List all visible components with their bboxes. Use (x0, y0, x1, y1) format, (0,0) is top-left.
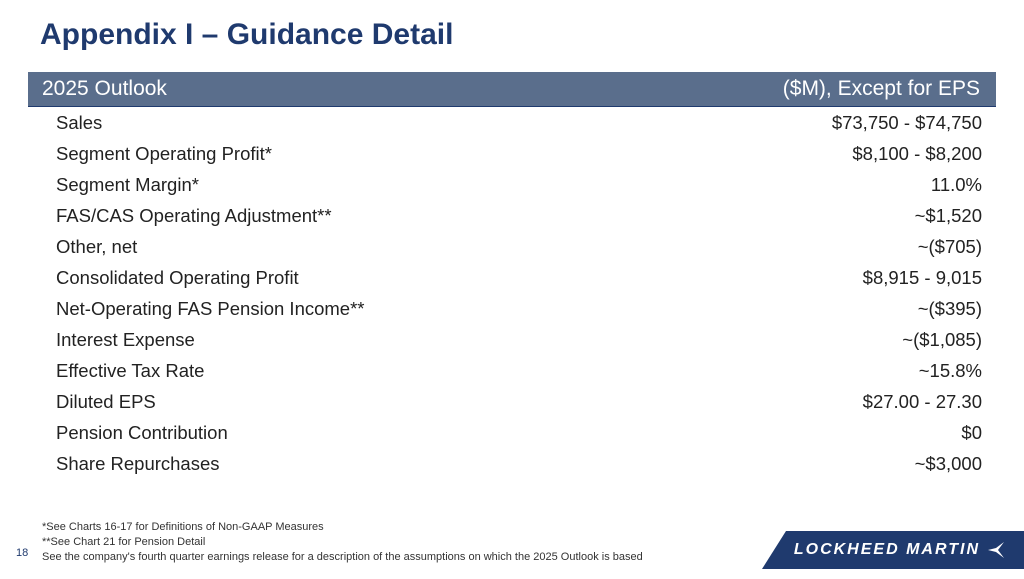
table-row: Share Repurchases ~$3,000 (28, 448, 996, 479)
footnote-line: **See Chart 21 for Pension Detail (42, 535, 643, 550)
star-icon (986, 540, 1006, 560)
row-label: Sales (56, 112, 102, 134)
row-label: Interest Expense (56, 329, 195, 351)
row-value: ~($705) (752, 236, 982, 258)
table-row: Segment Margin* 11.0% (28, 169, 996, 200)
row-value: ~15.8% (752, 360, 982, 382)
table-row: Interest Expense ~($1,085) (28, 324, 996, 355)
row-value: $0 (752, 422, 982, 444)
company-logo: LOCKHEED MARTIN (786, 531, 1024, 569)
row-label: Share Repurchases (56, 453, 220, 475)
table-row: FAS/CAS Operating Adjustment** ~$1,520 (28, 200, 996, 231)
logo-slash (762, 531, 786, 569)
logo-banner: LOCKHEED MARTIN (762, 531, 1024, 569)
table-row: Effective Tax Rate ~15.8% (28, 355, 996, 386)
header-right: ($M), Except for EPS (783, 77, 980, 101)
table-header: 2025 Outlook ($M), Except for EPS (28, 72, 996, 107)
row-label: Segment Margin* (56, 174, 199, 196)
table-row: Diluted EPS $27.00 - 27.30 (28, 386, 996, 417)
slide-title: Appendix I – Guidance Detail (0, 0, 1024, 52)
table-row: Other, net ~($705) (28, 231, 996, 262)
row-label: Segment Operating Profit* (56, 143, 272, 165)
row-value: ~$1,520 (752, 205, 982, 227)
row-label: Net-Operating FAS Pension Income** (56, 298, 365, 320)
row-label: Other, net (56, 236, 137, 258)
row-label: FAS/CAS Operating Adjustment** (56, 205, 332, 227)
row-label: Consolidated Operating Profit (56, 267, 299, 289)
footnote-line: *See Charts 16-17 for Definitions of Non… (42, 520, 643, 535)
header-left: 2025 Outlook (42, 77, 167, 101)
row-value: ~($395) (752, 298, 982, 320)
row-label: Diluted EPS (56, 391, 156, 413)
footnote-line: See the company's fourth quarter earning… (42, 550, 643, 565)
table-row: Sales $73,750 - $74,750 (28, 107, 996, 138)
footnotes: *See Charts 16-17 for Definitions of Non… (42, 520, 643, 565)
table-row: Net-Operating FAS Pension Income** ~($395… (28, 293, 996, 324)
guidance-table: 2025 Outlook ($M), Except for EPS Sales $… (28, 72, 996, 479)
logo-text: LOCKHEED MARTIN (794, 541, 980, 559)
table-row: Segment Operating Profit* $8,100 - $8,200 (28, 138, 996, 169)
table-row: Consolidated Operating Profit $8,915 - 9,… (28, 262, 996, 293)
row-value: $27.00 - 27.30 (752, 391, 982, 413)
table-row: Pension Contribution $0 (28, 417, 996, 448)
row-value: $8,100 - $8,200 (752, 143, 982, 165)
row-value: $8,915 - 9,015 (752, 267, 982, 289)
row-value: 11.0% (752, 174, 982, 196)
row-label: Pension Contribution (56, 422, 228, 444)
row-value: ~$3,000 (752, 453, 982, 475)
row-label: Effective Tax Rate (56, 360, 204, 382)
row-value: $73,750 - $74,750 (752, 112, 982, 134)
page-number: 18 (16, 547, 28, 559)
row-value: ~($1,085) (752, 329, 982, 351)
